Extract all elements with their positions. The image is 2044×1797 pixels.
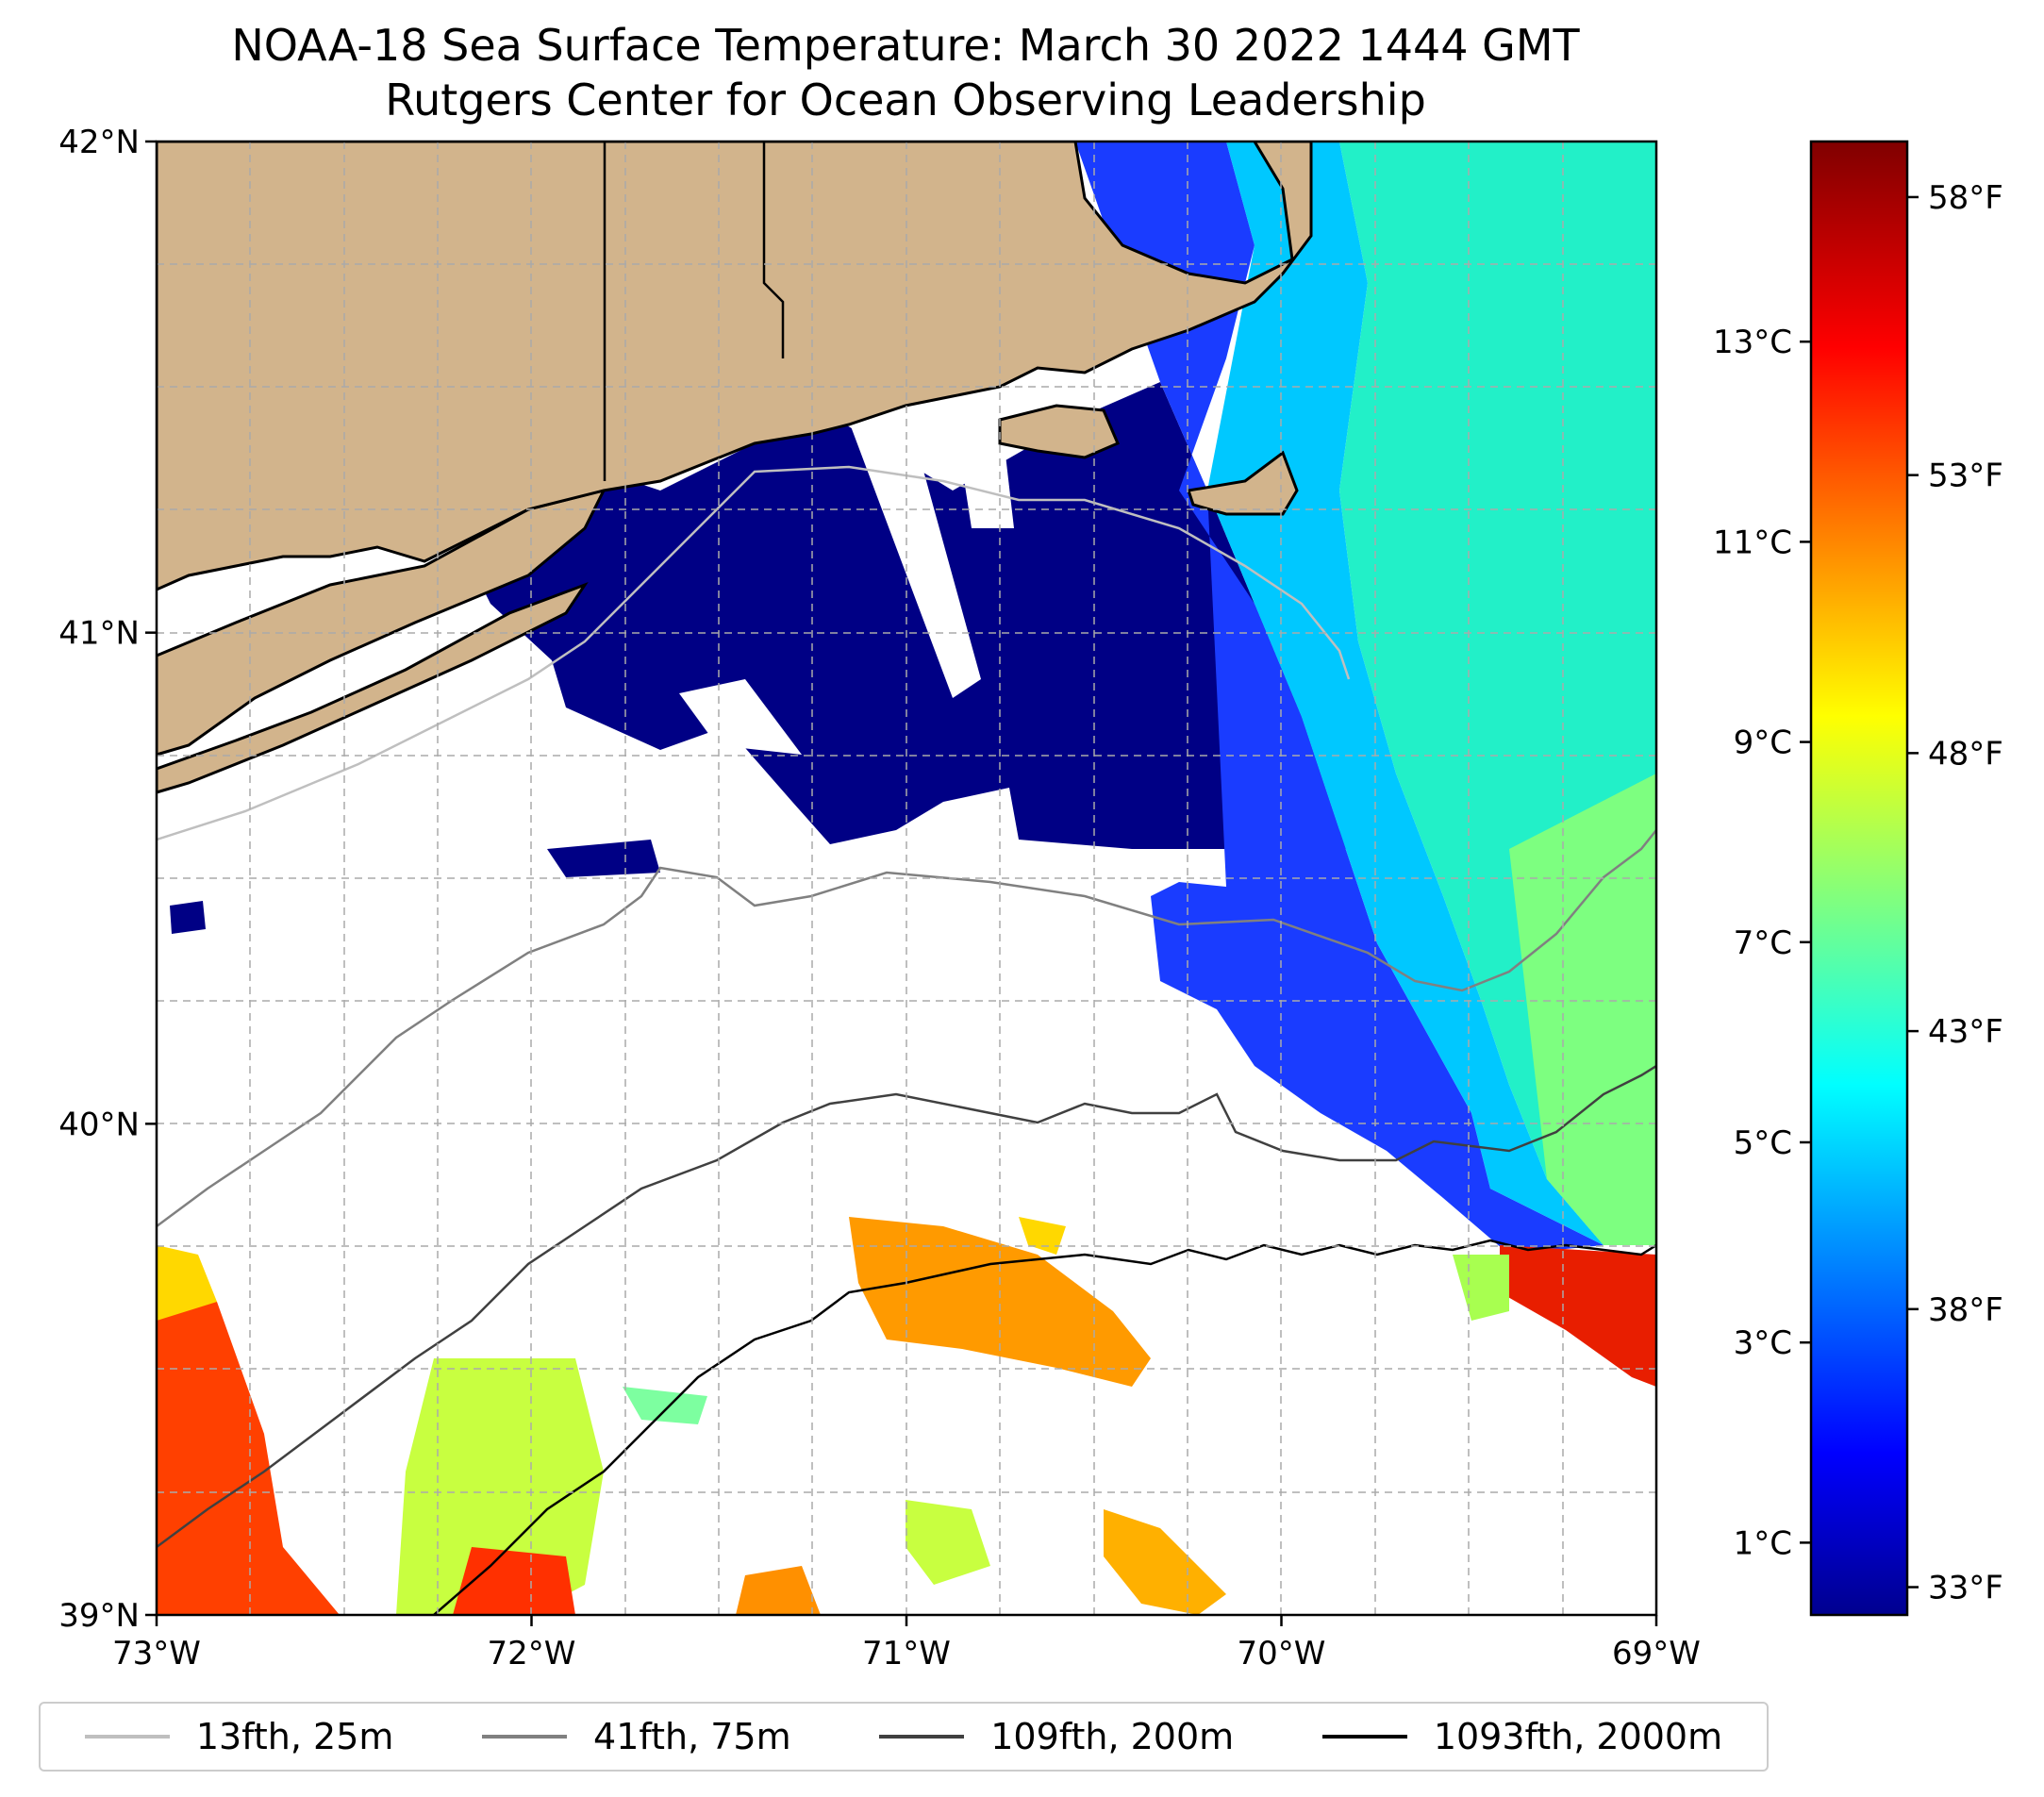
lat-tick-label: 40°N <box>58 1106 140 1143</box>
legend-item: 1093fth, 2000m <box>1321 1716 1723 1757</box>
map-panel <box>157 141 1656 1615</box>
colorbar-ticks: 33°F 38°F 43°F 48°F 53°F 58°F 1°C 3°C 5°C 7°C 9°C 1… <box>1713 179 2003 1607</box>
lat-tick-label: 41°N <box>58 615 140 653</box>
land-nantucket <box>1187 450 1299 516</box>
legend-swatch <box>84 1735 170 1739</box>
sst-warm-patch <box>849 1217 1151 1387</box>
colorbar-c-label: 9°C <box>1734 724 1792 762</box>
colorbar-f-label: 43°F <box>1928 1013 2003 1051</box>
axis-ticks: 73°W 72°W 71°W 70°W 69°W 42°N 41°N 40°N 39°N <box>58 124 1701 1672</box>
legend-swatch <box>879 1735 965 1739</box>
lon-tick-label: 72°W <box>488 1635 576 1672</box>
legend-item: 13fth, 25m <box>84 1716 394 1757</box>
land-long-island <box>157 488 607 757</box>
legend-swatch <box>1321 1735 1407 1739</box>
lon-tick-label: 71°W <box>862 1635 951 1672</box>
colorbar-c-label: 13°C <box>1713 324 1792 361</box>
lon-tick-label: 70°W <box>1238 1635 1326 1672</box>
land-marthas-vineyard <box>998 404 1120 459</box>
map-title: NOAA-18 Sea Surface Temperature: March 3… <box>231 20 1580 71</box>
sst-blue-band <box>1075 141 1604 1255</box>
legend-label: 13fth, 25m <box>195 1716 394 1757</box>
lon-tick-label: 69°W <box>1612 1635 1701 1672</box>
colorbar-f-label: 38°F <box>1928 1291 2003 1329</box>
colorbar-c-label: 1°C <box>1734 1524 1792 1562</box>
legend-label: 1093fth, 2000m <box>1433 1716 1723 1757</box>
lon-tick-label: 73°W <box>112 1635 201 1672</box>
land-south-shore <box>157 581 589 794</box>
colorbar-c-label: 7°C <box>1734 924 1792 962</box>
sst-cyan-band <box>1207 141 1604 1245</box>
sst-cold-shelf <box>472 382 1358 849</box>
colorbar <box>1809 140 1909 1617</box>
colorbar-c-label: 5°C <box>1734 1124 1792 1162</box>
legend-swatch <box>482 1735 568 1739</box>
contour-200m <box>157 1064 1656 1549</box>
colorbar-f-label: 48°F <box>1928 735 2003 773</box>
contour-75m <box>157 829 1656 1228</box>
colorbar-f-label: 33°F <box>1928 1570 2003 1607</box>
legend-label: 41fth, 75m <box>593 1716 791 1757</box>
legend-label: 109fth, 200m <box>990 1716 1235 1757</box>
contour-2000m <box>433 1239 1656 1615</box>
land-new-england <box>157 141 1313 591</box>
lat-tick-label: 42°N <box>58 124 140 161</box>
colorbar-f-label: 58°F <box>1928 179 2003 217</box>
lat-tick-label: 39°N <box>58 1597 140 1635</box>
colorbar-c-label: 3°C <box>1734 1324 1792 1362</box>
colorbar-f-label: 53°F <box>1928 458 2003 495</box>
legend-item: 41fth, 75m <box>482 1716 791 1757</box>
map-subtitle: Rutgers Center for Ocean Observing Leade… <box>385 75 1426 125</box>
legend-item: 109fth, 200m <box>879 1716 1234 1757</box>
colorbar-c-label: 11°C <box>1713 524 1792 561</box>
contour-legend: 13fth, 25m 41fth, 75m 109fth, 200m 1093fth,… <box>39 1702 1769 1772</box>
